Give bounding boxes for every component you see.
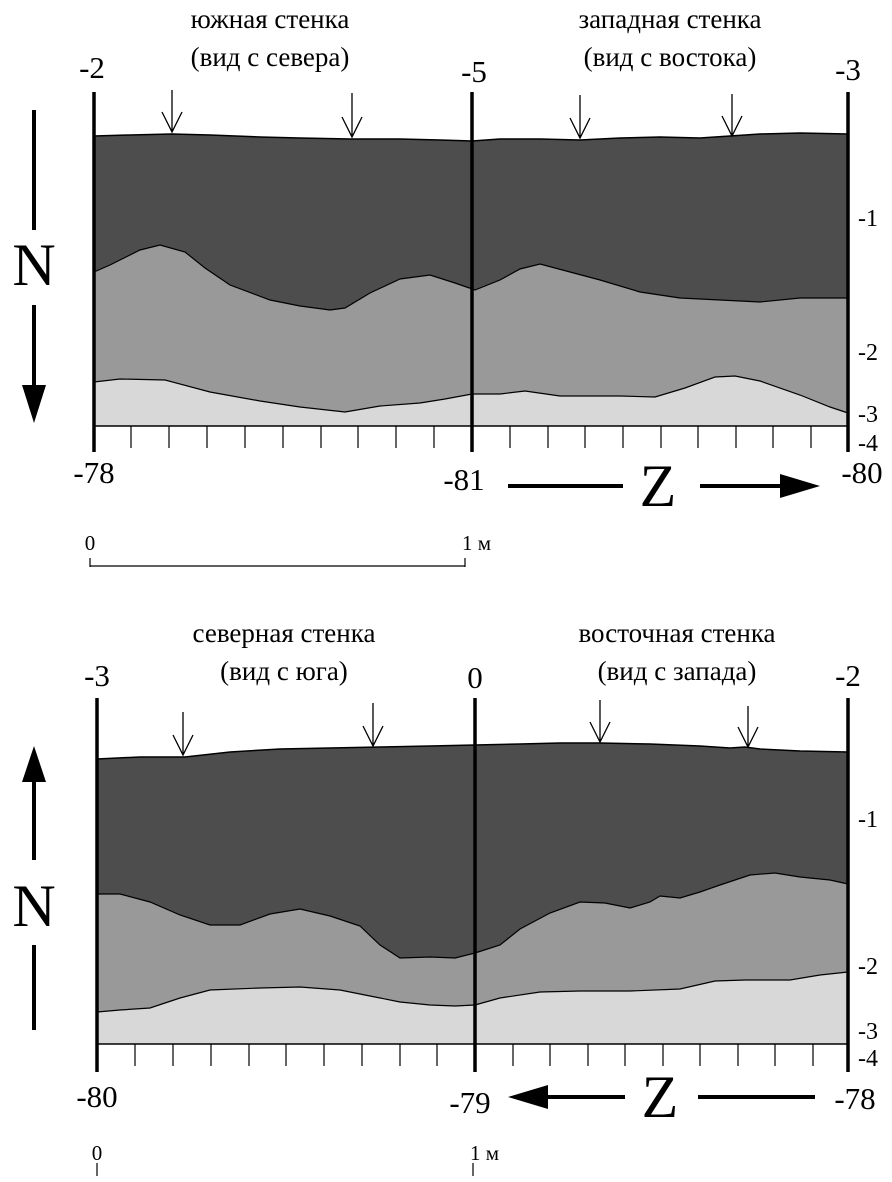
profile-2-wall-right-view: (вид с запада) (598, 656, 757, 686)
profile-2-top-label-center: 0 (467, 660, 483, 695)
down-arrowhead-icon (22, 385, 46, 423)
left-arrowhead-icon (508, 1085, 548, 1109)
profile-2-layer-middle (97, 873, 848, 1012)
profile-2-depth-label-2: -2 (858, 954, 878, 980)
profile-1-bottom-label-center: -81 (443, 462, 484, 497)
down-arrow-icon (721, 94, 743, 138)
profile-1-top-label-right: -3 (835, 52, 861, 87)
right-arrowhead-icon (780, 474, 820, 498)
profile-2-wall-left-title: северная стенка (193, 618, 376, 648)
profile-1-wall-right-view: (вид с востока) (584, 42, 757, 72)
profile-2-boundary-surface (96, 742, 849, 760)
profile-1-top-label-center: -5 (461, 54, 487, 89)
profile-2-wall-right-title: восточная стенка (578, 618, 775, 648)
profile-1-surface-markers (161, 90, 743, 140)
profile-1-scale-bar: 0 1 м (85, 531, 491, 567)
profile-2-top-label-left: -3 (84, 658, 110, 693)
profile-1-top-label-left: -2 (79, 50, 105, 85)
profile-2-z-arrow: Z (508, 1064, 815, 1130)
down-arrow-icon (161, 90, 183, 134)
profile-1-boundary-1-2 (93, 244, 848, 311)
profile-2-ticks (134, 1044, 814, 1066)
down-arrow-icon (341, 93, 363, 139)
down-arrow-icon (172, 712, 194, 757)
down-arrow-icon (737, 706, 759, 749)
down-arrow-icon (569, 95, 591, 140)
up-arrowhead-icon (22, 746, 46, 782)
profile-2-wall-left-view: (вид с юга) (220, 656, 348, 686)
down-arrow-icon (589, 700, 611, 744)
profile-1-boundary-2-3 (93, 375, 849, 414)
profile-1-depth-label-4: -4 (858, 431, 878, 457)
profile-2-depth-label-4: -4 (858, 1046, 878, 1072)
profile-1-north-letter: N (12, 232, 55, 298)
profile-2-surface-markers (172, 700, 759, 757)
profile-2-z-letter: Z (642, 1064, 679, 1130)
profile-2-scale-end: 1 м (470, 1141, 499, 1165)
profile-1-scale-start: 0 (85, 531, 96, 555)
profile-1-z-arrow: Z (508, 453, 820, 519)
profile-1-z-letter: Z (640, 453, 677, 519)
profile-2-top-label-right: -2 (835, 658, 861, 693)
profile-2-bottom-label-center: -79 (449, 1085, 490, 1120)
profile-1-scale-end: 1 м (462, 531, 491, 555)
profile-2-layer-top (97, 743, 848, 958)
profile-1: южная стенка (вид с севера) западная сте… (12, 4, 883, 567)
profile-1-bottom-label-right: -80 (841, 455, 882, 490)
profile-1-north-arrow: N (12, 110, 56, 423)
profile-1-depth-label-2: -2 (858, 340, 878, 366)
profile-1-ticks (130, 426, 812, 448)
profile-2-boundary-1-2 (97, 872, 849, 959)
profile-2-scale-bar: 0 1 м (92, 1141, 499, 1176)
down-arrow-icon (362, 703, 384, 748)
profile-1-wall-left-view: (вид с севера) (191, 42, 350, 72)
profile-2: северная стенка (вид с юга) восточная ст… (12, 618, 878, 1176)
profile-2-north-arrow: N (12, 746, 56, 1030)
profile-2-scale-start: 0 (92, 1141, 103, 1165)
profile-2-boundary-2-3 (96, 971, 849, 1013)
profile-1-bottom-label-left: -78 (73, 455, 114, 490)
profile-1-depth-label-1: -1 (858, 206, 878, 232)
profile-2-bottom-label-right: -78 (834, 1081, 875, 1116)
profile-1-depth-label-3: -3 (858, 402, 878, 428)
profile-2-north-letter: N (12, 873, 55, 939)
profile-1-boundary-surface (93, 132, 849, 142)
profile-2-depth-label-1: -1 (858, 807, 878, 833)
profile-1-wall-left-title: южная стенка (191, 4, 350, 34)
profile-1-wall-right-title: западная стенка (579, 4, 762, 34)
profile-2-bottom-label-left: -80 (76, 1079, 117, 1114)
profile-2-depth-label-3: -3 (858, 1019, 878, 1045)
